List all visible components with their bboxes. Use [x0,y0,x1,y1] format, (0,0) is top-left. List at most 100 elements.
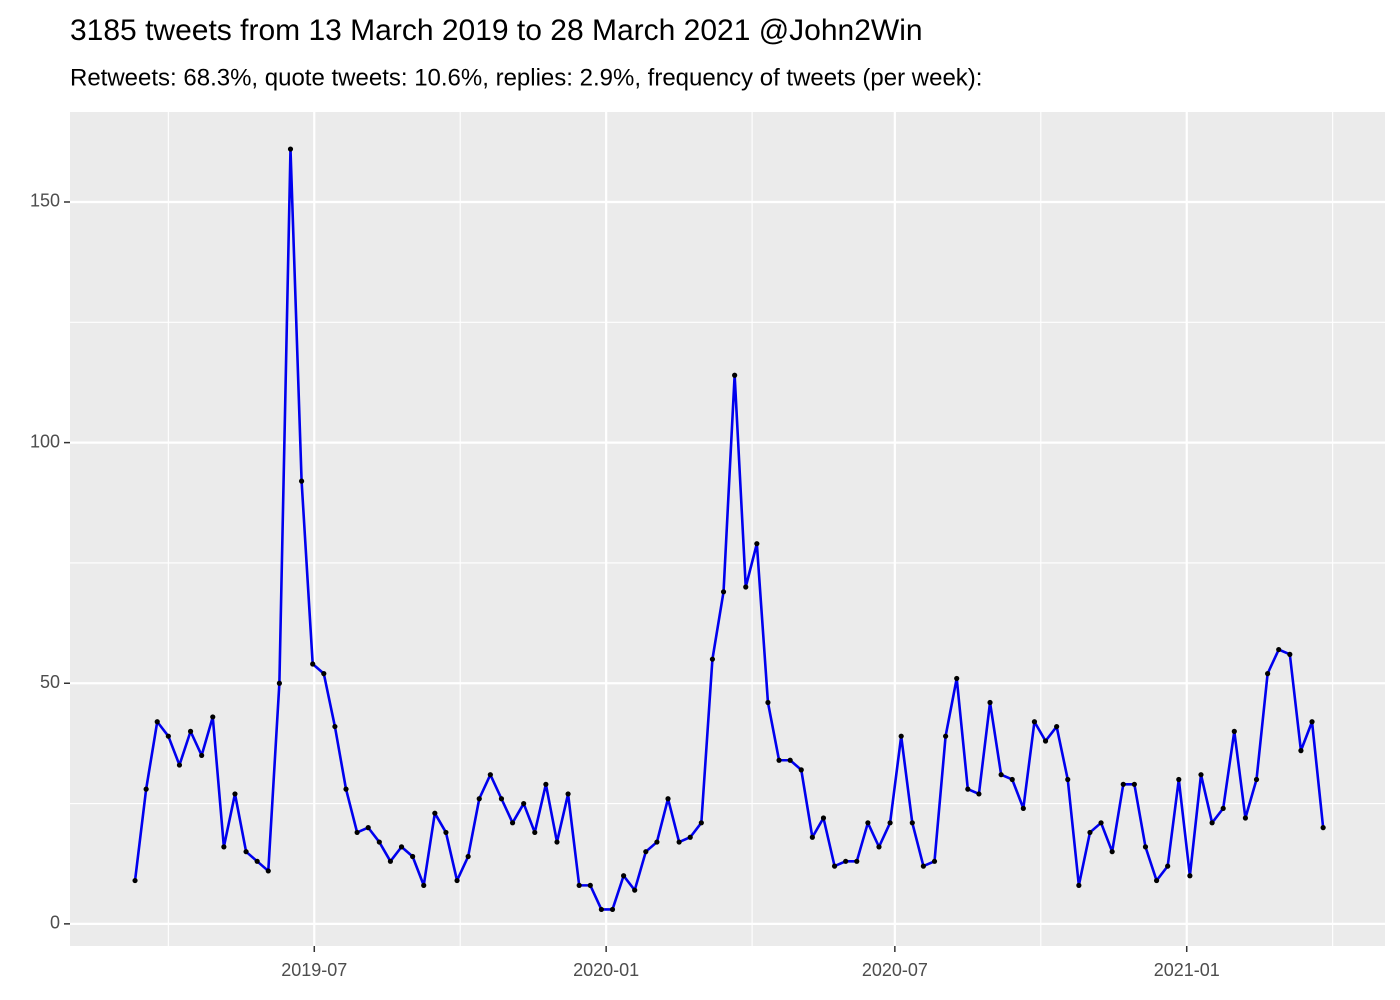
x-tick-label: 2021-01 [1154,960,1220,980]
point [476,796,482,802]
point [1031,719,1038,725]
point [709,656,716,662]
point [1153,877,1160,884]
point [154,719,160,725]
point [498,796,505,802]
point [1242,815,1249,821]
point [1065,776,1071,783]
point [543,781,549,787]
point [609,906,616,913]
point [1209,820,1215,826]
point [676,839,682,845]
point [732,372,738,378]
point [1187,873,1193,879]
point [576,882,582,888]
point [454,877,460,884]
point [199,752,205,759]
point [265,868,271,874]
point [965,786,971,792]
point [632,887,638,893]
point [1276,646,1282,653]
point [376,839,382,845]
point [276,680,282,686]
point [243,849,249,855]
point [854,858,860,864]
point [487,772,493,778]
point [232,791,238,797]
point [887,820,893,826]
point [254,858,260,864]
point [1042,738,1049,744]
point [210,714,216,720]
point [176,762,183,768]
point [943,733,949,739]
point [587,882,593,888]
point [1098,820,1104,826]
y-tick-label: 0 [50,913,60,933]
point [1298,748,1304,754]
point [909,820,915,826]
point [398,844,405,850]
point [1120,781,1126,787]
point [1009,776,1015,783]
point [831,863,838,869]
point [931,858,938,864]
y-tick-label: 150 [30,191,60,211]
point [798,767,804,773]
point [1253,776,1260,783]
point [321,671,327,677]
point [1320,825,1326,831]
point [687,834,693,840]
point [920,863,927,869]
point [1020,805,1026,811]
point [1054,723,1060,730]
point [776,757,782,763]
x-tick-label: 2019-07 [281,960,347,980]
point [421,882,427,888]
point [343,786,349,792]
y-tick-label: 50 [40,672,60,692]
chart-title: 3185 tweets from 13 March 2019 to 28 Mar… [70,14,923,47]
point [521,800,527,807]
x-tick-label: 2020-07 [862,960,928,980]
point [443,829,449,836]
point [354,829,360,836]
point [809,834,815,840]
point [1220,805,1226,811]
point [310,661,316,667]
y-tick-label: 100 [30,431,60,451]
point [1198,772,1204,778]
point [432,810,438,816]
point [754,541,760,547]
point [654,839,660,845]
point [1176,776,1182,783]
point [1076,882,1082,888]
point [132,877,138,884]
point [720,589,727,595]
point [465,853,471,860]
point [876,844,882,850]
point [1142,844,1149,850]
point [598,906,604,913]
point [898,733,904,739]
point [987,699,993,706]
point [387,858,394,864]
point [143,786,149,792]
point [1231,728,1237,734]
point [954,675,960,682]
point [665,796,671,802]
point [1087,829,1093,836]
point [509,820,516,826]
point [165,733,171,739]
point [1131,781,1137,787]
point [1265,671,1271,677]
point [532,829,538,836]
point [843,858,849,864]
point [621,873,627,879]
point [765,699,771,706]
x-tick-label: 2020-01 [573,960,639,980]
point [787,757,793,763]
point [187,728,194,734]
